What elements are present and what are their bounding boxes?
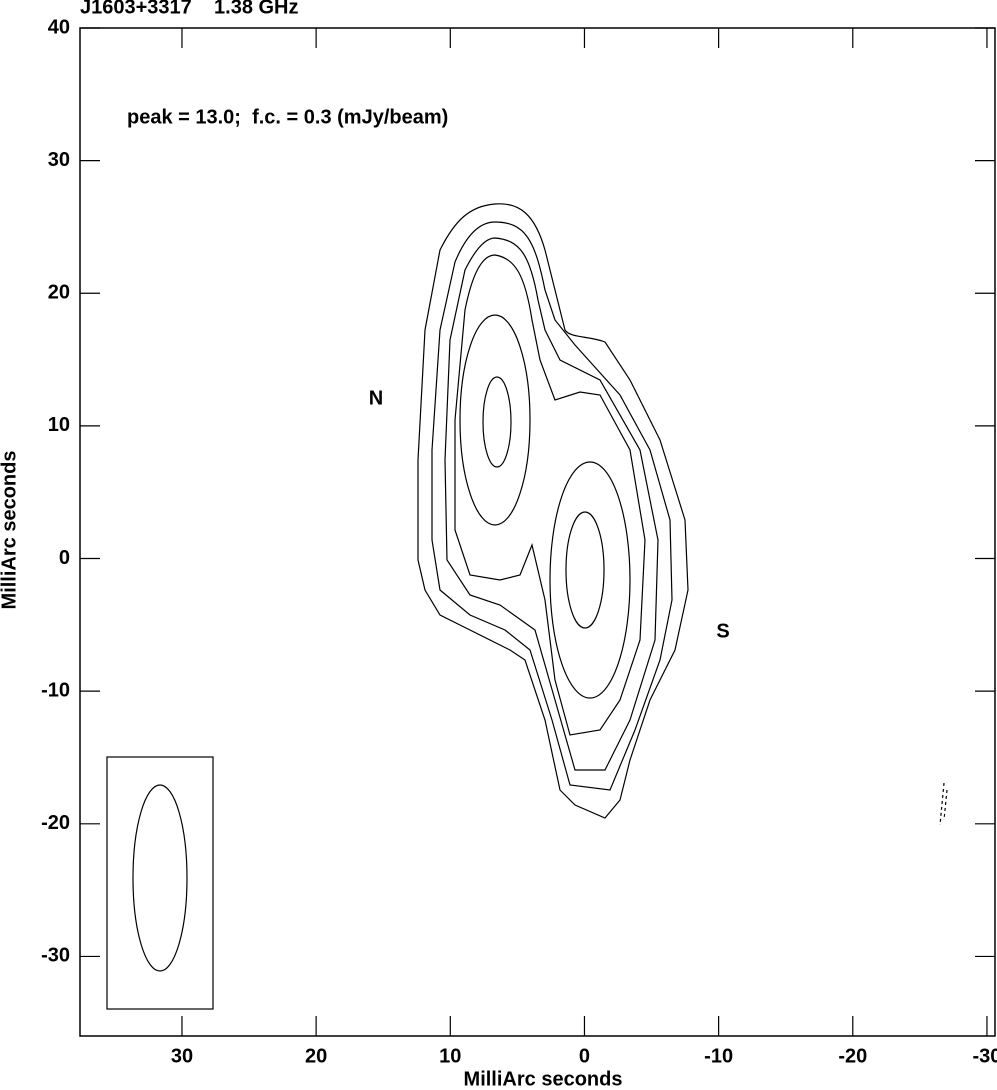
y-tick-label: -30 (41, 945, 70, 967)
x-tick-label: -30 (972, 1045, 997, 1067)
contour (549, 461, 631, 699)
contour (444, 237, 659, 771)
x-tick-label: 30 (171, 1045, 193, 1067)
y-tick-label: -20 (41, 812, 70, 834)
y-tick-label: 30 (48, 149, 70, 171)
y-tick-label: -10 (41, 679, 70, 701)
beam (106, 756, 214, 1010)
contour (417, 203, 689, 819)
contour (431, 221, 673, 791)
chart-title: J1603+3317 1.38 GHz (80, 0, 299, 18)
contour (565, 511, 605, 629)
y-tick-label: 10 (48, 414, 70, 436)
y-tick-label: 0 (59, 547, 70, 569)
x-tick-label: -20 (838, 1045, 867, 1067)
y-axis-label: MilliArc seconds (0, 451, 20, 610)
y-tick-label: 20 (48, 282, 70, 304)
annotation: peak = 13.0; f.c. = 0.3 (mJy/beam) (127, 106, 448, 128)
contour (482, 376, 512, 468)
contour (459, 314, 531, 526)
x-tick-label: 0 (579, 1045, 590, 1067)
component-label: N (369, 387, 383, 409)
x-tick-label: 10 (439, 1045, 461, 1067)
plot-frame (79, 27, 996, 1037)
beam-box (106, 756, 214, 1010)
noise-contour (939, 782, 948, 826)
contours (417, 203, 948, 826)
beam-ellipse (132, 784, 188, 972)
x-tick-label: 20 (305, 1045, 327, 1067)
contour (454, 254, 646, 736)
y-tick-label: 40 (48, 16, 70, 38)
x-axis-label: MilliArc seconds (464, 1068, 623, 1090)
component-label: S (716, 620, 729, 642)
x-tick-label: -10 (704, 1045, 733, 1067)
